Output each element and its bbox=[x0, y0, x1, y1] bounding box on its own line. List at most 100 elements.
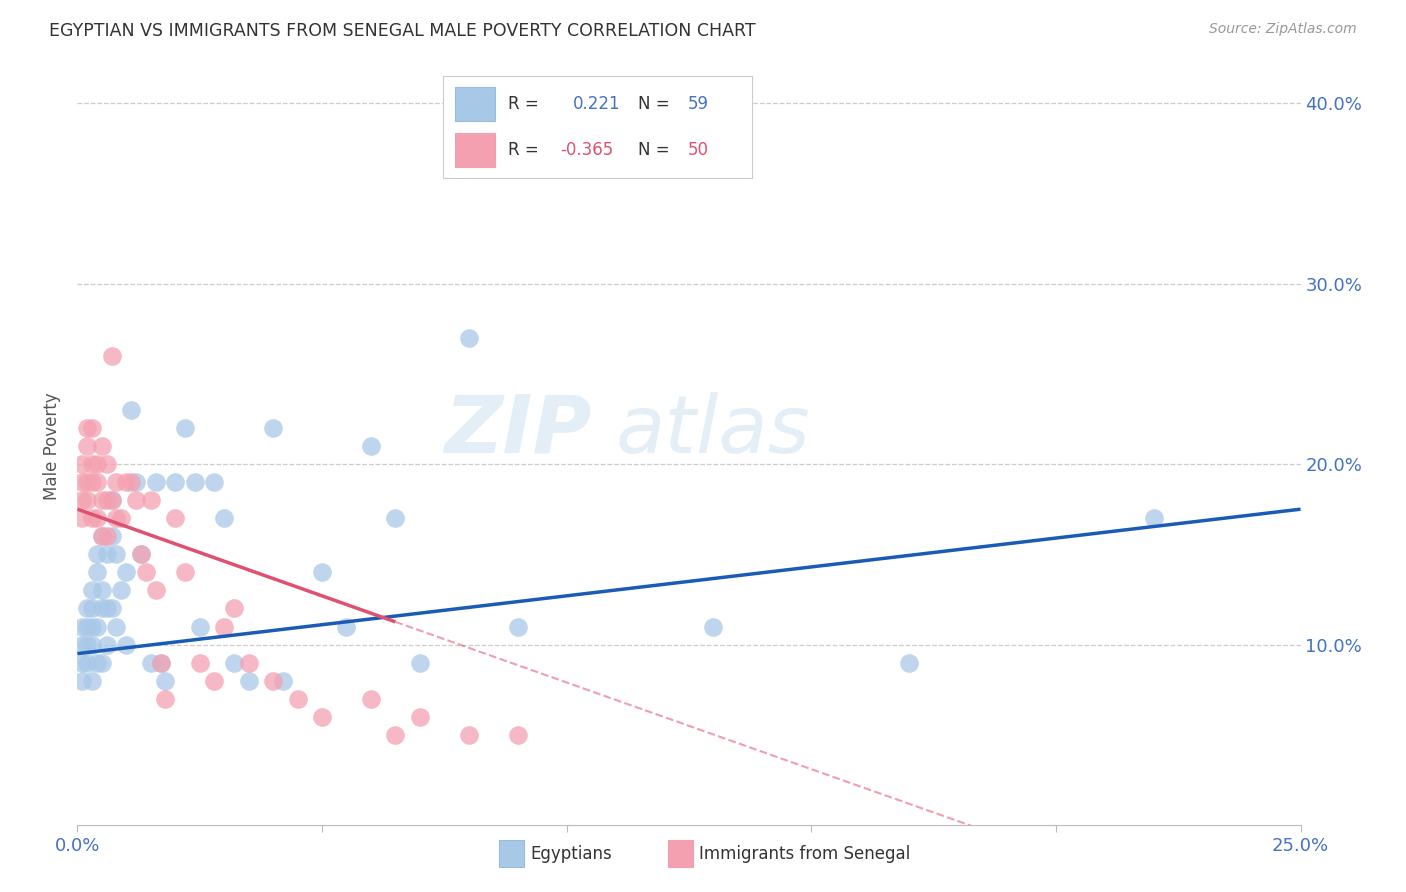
Point bbox=[287, 691, 309, 706]
Text: 59: 59 bbox=[688, 95, 709, 113]
Point bbox=[70, 638, 93, 652]
Text: R =: R = bbox=[508, 141, 538, 159]
Point bbox=[70, 673, 93, 688]
Point bbox=[115, 475, 138, 489]
Point bbox=[188, 656, 211, 670]
Point bbox=[457, 331, 479, 345]
Point bbox=[384, 511, 406, 525]
Point bbox=[86, 656, 108, 670]
Point bbox=[96, 457, 118, 471]
Point bbox=[70, 493, 93, 508]
Point bbox=[100, 493, 122, 508]
Point bbox=[702, 619, 724, 633]
Point bbox=[238, 656, 260, 670]
Point bbox=[96, 638, 118, 652]
Point bbox=[76, 421, 98, 435]
Point bbox=[86, 511, 108, 525]
Text: atlas: atlas bbox=[616, 392, 810, 470]
Point bbox=[76, 601, 98, 615]
Point bbox=[409, 656, 432, 670]
Point bbox=[76, 656, 98, 670]
Point bbox=[105, 511, 128, 525]
Point bbox=[70, 475, 93, 489]
Point bbox=[90, 529, 112, 543]
Point bbox=[222, 656, 245, 670]
Point bbox=[70, 511, 93, 525]
Point bbox=[384, 728, 406, 742]
Bar bbox=[456, 87, 495, 121]
Point bbox=[311, 710, 333, 724]
Point bbox=[70, 656, 93, 670]
Point bbox=[125, 493, 148, 508]
Point bbox=[135, 566, 157, 580]
Point bbox=[155, 691, 177, 706]
Point bbox=[457, 728, 479, 742]
Point bbox=[90, 439, 112, 453]
Point bbox=[76, 619, 98, 633]
Point bbox=[100, 529, 122, 543]
Text: R =: R = bbox=[508, 95, 538, 113]
Point bbox=[238, 673, 260, 688]
Bar bbox=[456, 133, 495, 167]
Point bbox=[86, 475, 108, 489]
Point bbox=[90, 656, 112, 670]
Point bbox=[90, 529, 112, 543]
Point bbox=[70, 619, 93, 633]
Point bbox=[96, 547, 118, 561]
Point bbox=[86, 619, 108, 633]
Point bbox=[120, 475, 142, 489]
Point bbox=[506, 619, 529, 633]
Point bbox=[165, 475, 187, 489]
Text: ZIP: ZIP bbox=[444, 392, 591, 470]
Point bbox=[80, 619, 103, 633]
Point bbox=[96, 601, 118, 615]
Point bbox=[105, 547, 128, 561]
Point bbox=[115, 566, 138, 580]
Text: Source: ZipAtlas.com: Source: ZipAtlas.com bbox=[1209, 22, 1357, 37]
Point bbox=[76, 475, 98, 489]
Text: EGYPTIAN VS IMMIGRANTS FROM SENEGAL MALE POVERTY CORRELATION CHART: EGYPTIAN VS IMMIGRANTS FROM SENEGAL MALE… bbox=[49, 22, 756, 40]
Point bbox=[120, 403, 142, 417]
Text: -0.365: -0.365 bbox=[561, 141, 613, 159]
Y-axis label: Male Poverty: Male Poverty bbox=[44, 392, 62, 500]
Point bbox=[76, 439, 98, 453]
Point bbox=[90, 601, 112, 615]
Point bbox=[212, 511, 235, 525]
Text: N =: N = bbox=[638, 95, 669, 113]
Point bbox=[86, 547, 108, 561]
Point bbox=[76, 493, 98, 508]
Point bbox=[360, 439, 382, 453]
Point bbox=[262, 421, 284, 435]
Point bbox=[202, 673, 225, 688]
Text: 0.221: 0.221 bbox=[572, 95, 620, 113]
Point bbox=[155, 673, 177, 688]
Point bbox=[129, 547, 152, 561]
Point bbox=[100, 493, 122, 508]
Point bbox=[145, 583, 167, 598]
Point bbox=[139, 493, 162, 508]
Point bbox=[80, 583, 103, 598]
Text: N =: N = bbox=[638, 141, 669, 159]
Point bbox=[202, 475, 225, 489]
Point bbox=[212, 619, 235, 633]
Point bbox=[145, 475, 167, 489]
Point bbox=[90, 493, 112, 508]
Point bbox=[80, 421, 103, 435]
Point bbox=[105, 619, 128, 633]
Point bbox=[86, 566, 108, 580]
Point bbox=[80, 475, 103, 489]
Point bbox=[222, 601, 245, 615]
Point bbox=[271, 673, 294, 688]
Point bbox=[184, 475, 207, 489]
Point bbox=[506, 728, 529, 742]
Point bbox=[262, 673, 284, 688]
Point bbox=[125, 475, 148, 489]
Point bbox=[110, 511, 132, 525]
Point bbox=[1143, 511, 1166, 525]
Point bbox=[100, 601, 122, 615]
Point bbox=[129, 547, 152, 561]
Point bbox=[335, 619, 357, 633]
Text: 50: 50 bbox=[688, 141, 709, 159]
Point bbox=[80, 511, 103, 525]
Point bbox=[898, 656, 921, 670]
